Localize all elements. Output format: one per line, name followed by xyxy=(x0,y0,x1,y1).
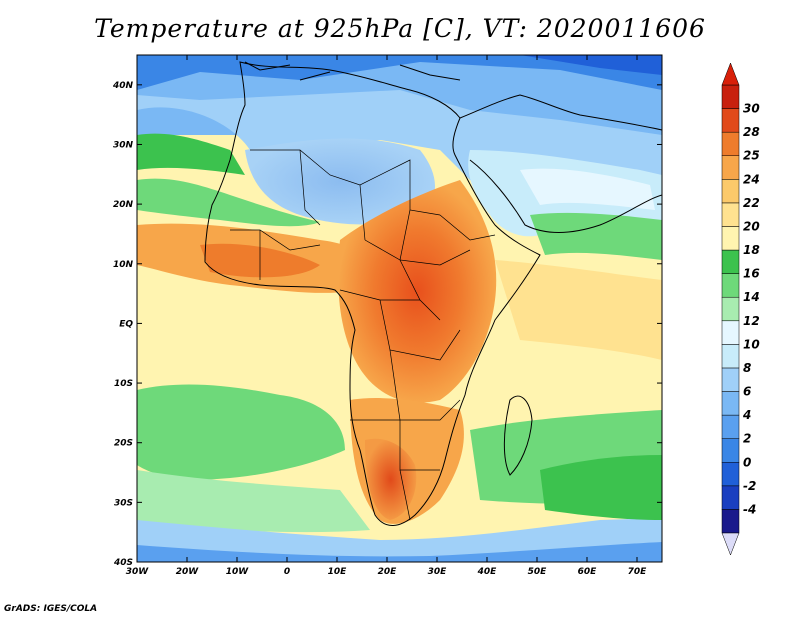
field-atlantic-green xyxy=(137,133,245,175)
colorbar-swatch xyxy=(721,320,740,345)
field-caspian-cold xyxy=(520,55,662,75)
field-kalahari-hot xyxy=(365,438,417,520)
lon-tick-label: 60E xyxy=(578,567,598,577)
colorbar-label: 8 xyxy=(743,361,751,375)
colorbar-swatch xyxy=(721,485,740,510)
lon-tick-label: 0 xyxy=(284,567,290,577)
colorbar-label: 14 xyxy=(743,290,760,304)
colorbar-label: 24 xyxy=(743,172,760,186)
colorbar-swatch xyxy=(721,84,740,109)
colorbar-swatch xyxy=(721,249,740,274)
lon-tick-label: 30W xyxy=(126,567,150,577)
colorbar-swatch xyxy=(721,462,740,487)
field-arabia-inner xyxy=(520,168,655,210)
temperature-field xyxy=(137,55,662,562)
field-sahara xyxy=(245,138,435,225)
field-southatlantic-green xyxy=(137,384,345,480)
arabia-coast xyxy=(469,159,662,233)
colorbar-label: 2 xyxy=(743,432,751,446)
field-north-colder xyxy=(137,55,662,90)
colorbar-swatch xyxy=(721,108,740,133)
lon-tick-label: 30E xyxy=(428,567,448,577)
lat-tick-label: 40S xyxy=(113,558,133,568)
colorbar-swatch xyxy=(721,509,740,534)
lon-tick-label: 10W xyxy=(226,567,250,577)
colorbar-swatch xyxy=(721,202,740,227)
colorbar-label: 10 xyxy=(743,337,760,351)
lon-tick-label: 10E xyxy=(328,567,348,577)
field-central-hot xyxy=(338,180,497,403)
lon-axis: 30W 20W 10W 0 10E 20E 30E 40E 50E 60E 70E xyxy=(126,55,647,577)
page-title: Temperature at 925hPa [C], VT: 202001160… xyxy=(94,14,706,43)
lon-tick-label: 40E xyxy=(477,567,498,577)
africa-coast xyxy=(204,61,541,526)
colorbar-swatch xyxy=(721,367,740,392)
colorbar-swatch xyxy=(721,391,740,416)
field-west-green xyxy=(137,178,320,227)
lat-tick-label: EQ xyxy=(119,319,133,329)
field-indian-warm xyxy=(495,260,662,360)
colorbar-label: 0 xyxy=(743,455,751,469)
colorbar-swatch xyxy=(721,414,740,439)
field-southern-cold xyxy=(137,542,662,562)
colorbar-label: 25 xyxy=(743,149,760,163)
colorbar-label: 30 xyxy=(743,102,760,116)
lat-tick-label: 40N xyxy=(112,81,134,91)
colorbar-label: 20 xyxy=(743,219,760,233)
field-south-mild xyxy=(137,470,370,533)
colorbar-swatch xyxy=(721,344,740,369)
plot-frame xyxy=(136,54,663,563)
colorbar-label: 16 xyxy=(743,267,760,281)
colorbar-label: 22 xyxy=(743,196,760,210)
lon-tick-label: 20W xyxy=(176,567,200,577)
colorbar-label: 18 xyxy=(743,243,760,257)
madagascar-coast xyxy=(503,395,533,476)
lon-tick-label: 20E xyxy=(378,567,398,577)
colorbar-label: 28 xyxy=(743,125,760,139)
coastlines xyxy=(204,61,662,526)
footer-credit: GrADS: IGES/COLA xyxy=(4,604,98,614)
colorbar-label: 6 xyxy=(743,385,751,399)
colorbar-swatch xyxy=(721,155,740,180)
lat-tick-label: 20N xyxy=(113,200,134,210)
country-borders xyxy=(230,149,496,521)
colorbar-label: -2 xyxy=(743,479,756,493)
europe-coast xyxy=(244,61,461,81)
lat-tick-label: 20S xyxy=(114,439,133,449)
lat-tick-label: 10N xyxy=(113,260,134,270)
lat-tick-label: 10S xyxy=(114,379,133,389)
lat-tick-label: 30N xyxy=(113,140,134,150)
colorbar-high-arrow xyxy=(721,62,740,86)
lon-tick-label: 50E xyxy=(528,567,548,577)
colorbar-label: 12 xyxy=(743,314,760,328)
colorbar-label: -4 xyxy=(743,502,756,516)
colorbar-swatch xyxy=(721,179,740,204)
colorbar-label: 4 xyxy=(742,408,751,422)
colorbar-swatch xyxy=(721,226,740,251)
colorbar-low-arrow xyxy=(721,532,740,556)
field-arabian-sea-green xyxy=(530,212,662,260)
lon-tick-label: 70E xyxy=(628,567,648,577)
middleeast-coast xyxy=(459,94,662,131)
lat-tick-label: 30S xyxy=(114,498,133,508)
colorbar-swatch xyxy=(721,273,740,298)
lat-axis: 40S 30S 20S 10S EQ 10N 20N 30N 40N xyxy=(112,81,662,568)
field-southindian-deep xyxy=(540,455,662,520)
colorbar-swatch xyxy=(721,131,740,156)
colorbar-swatch xyxy=(721,438,740,463)
colorbar-swatch xyxy=(721,296,740,322)
